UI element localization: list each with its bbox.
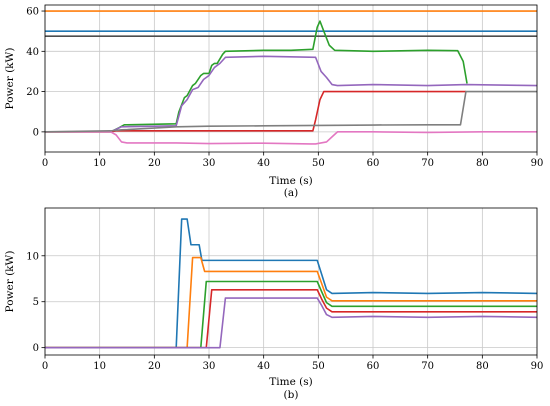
series-line-2 [45, 256, 537, 349]
x-tick-label: 70 [421, 361, 434, 372]
x-tick-label: 40 [257, 158, 270, 169]
x-tick-label: 70 [421, 158, 434, 169]
chart-panel-2: 0 10 20 30 40 50 60 70 80 90 0 5 10 Time (s) Power (kW… [4, 207, 544, 401]
y-tick-label: 40 [26, 47, 39, 58]
y-tick-label: 60 [26, 7, 39, 18]
x-tick-label: 80 [476, 158, 489, 169]
x-tick-label: 60 [367, 361, 380, 372]
series-group [45, 218, 537, 349]
series-line-1 [45, 218, 537, 349]
y-tick-label: 5 [33, 297, 39, 308]
plot-frame [44, 207, 538, 356]
chart-panel-1: 0 10 20 30 40 50 60 70 80 90 0 20 40 60 Time (s) Power … [4, 4, 544, 199]
x-tick-label: 0 [42, 158, 48, 169]
y-axis-label: Power (kW) [4, 48, 16, 110]
x-tick-label: 20 [148, 361, 161, 372]
x-axis-label: Time (s) [269, 376, 312, 388]
y-tick-label: 10 [26, 251, 39, 262]
y-tick-label: 0 [33, 127, 39, 138]
series-line-5 [45, 297, 537, 349]
series-group [45, 10, 537, 145]
x-tick-label: 50 [312, 361, 325, 372]
x-tick-label: 20 [148, 158, 161, 169]
x-tick-label: 30 [203, 158, 216, 169]
panel-caption: (b) [284, 389, 299, 401]
x-tick-label: 30 [203, 361, 216, 372]
series-line-5 [45, 55, 537, 133]
y-tick-label: 20 [26, 87, 39, 98]
plot-frame [44, 4, 538, 153]
x-tick-label: 50 [312, 158, 325, 169]
x-tick-label: 60 [367, 158, 380, 169]
x-tick-label: 90 [531, 158, 544, 169]
x-tick-label: 0 [42, 361, 48, 372]
series-line-4 [45, 288, 537, 349]
x-tick-label: 10 [93, 361, 106, 372]
x-tick-label: 80 [476, 361, 489, 372]
x-tick-label: 10 [93, 158, 106, 169]
x-axis-label: Time (s) [269, 175, 312, 187]
series-line-7 [45, 131, 537, 145]
panel-caption: (a) [284, 187, 298, 199]
x-tick-label: 90 [531, 361, 544, 372]
series-line-3 [45, 280, 537, 349]
y-axis-label: Power (kW) [4, 251, 16, 313]
y-tick-label: 0 [33, 343, 39, 354]
series-line-8 [45, 90, 537, 133]
x-tick-label: 40 [257, 361, 270, 372]
series-line-4 [45, 20, 468, 133]
